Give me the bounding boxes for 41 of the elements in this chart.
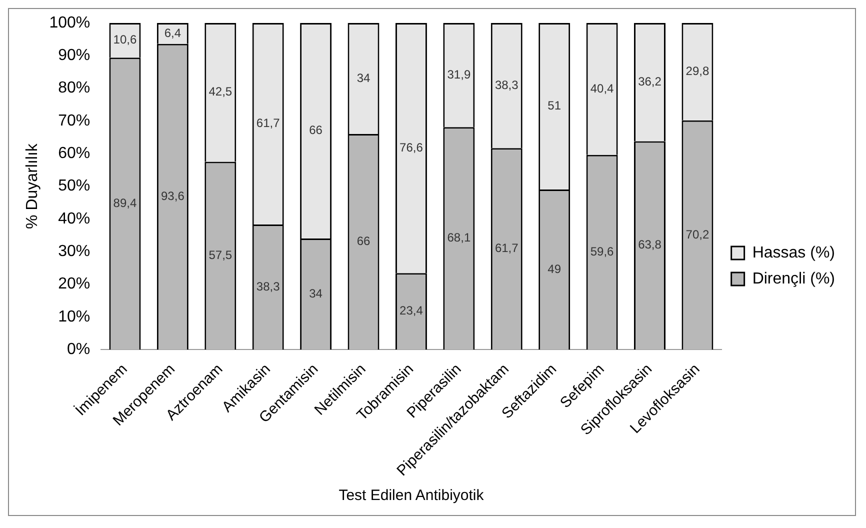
y-tick-label: 70% bbox=[58, 112, 90, 130]
y-tick-label: 50% bbox=[58, 178, 90, 195]
y-tick-label: 80% bbox=[58, 80, 90, 97]
legend-label: Hassas (%) bbox=[752, 244, 836, 262]
data-label: 34 bbox=[356, 70, 371, 85]
data-label: 38,3 bbox=[256, 279, 280, 294]
data-label: 38,3 bbox=[494, 78, 519, 92]
y-tick-label: 20% bbox=[58, 276, 90, 293]
data-label: 61,7 bbox=[256, 116, 280, 130]
data-label: 34 bbox=[309, 286, 323, 300]
data-label: 66 bbox=[309, 123, 323, 138]
y-tick-label: 10% bbox=[58, 308, 90, 326]
data-label: 6,4 bbox=[164, 26, 182, 40]
x-axis-title: Test Edilen Antibiyotik bbox=[338, 487, 484, 504]
data-label: 36,2 bbox=[638, 74, 662, 88]
y-tick-label: 90% bbox=[58, 47, 90, 64]
data-label: 57,5 bbox=[208, 248, 232, 262]
y-axis-title: % Duyarlılık bbox=[24, 142, 42, 229]
data-label: 89,4 bbox=[113, 196, 137, 210]
data-label: 10,6 bbox=[113, 32, 137, 47]
data-label: 40,4 bbox=[590, 81, 614, 96]
data-label: 70,2 bbox=[686, 227, 710, 242]
data-label: 49 bbox=[548, 262, 562, 276]
data-label: 31,9 bbox=[447, 67, 471, 82]
data-label: 59,6 bbox=[590, 244, 614, 259]
data-label: 76,6 bbox=[400, 140, 424, 154]
y-tick-label: 30% bbox=[58, 243, 90, 260]
data-label: 66 bbox=[356, 234, 371, 248]
data-label: 63,8 bbox=[638, 238, 662, 252]
data-label: 29,8 bbox=[686, 64, 710, 78]
y-tick-label: 0% bbox=[66, 340, 90, 358]
data-label: 42,5 bbox=[208, 84, 232, 99]
data-label: 68,1 bbox=[447, 230, 471, 245]
data-label: 61,7 bbox=[494, 241, 519, 256]
data-label: 51 bbox=[548, 98, 562, 113]
legend-label: Dirençli (%) bbox=[752, 270, 835, 288]
y-tick-label: 100% bbox=[49, 14, 90, 32]
y-tick-label: 40% bbox=[58, 210, 90, 228]
data-label: 93,6 bbox=[161, 189, 185, 204]
data-label: 23,4 bbox=[400, 304, 424, 318]
y-tick-label: 60% bbox=[58, 145, 90, 162]
